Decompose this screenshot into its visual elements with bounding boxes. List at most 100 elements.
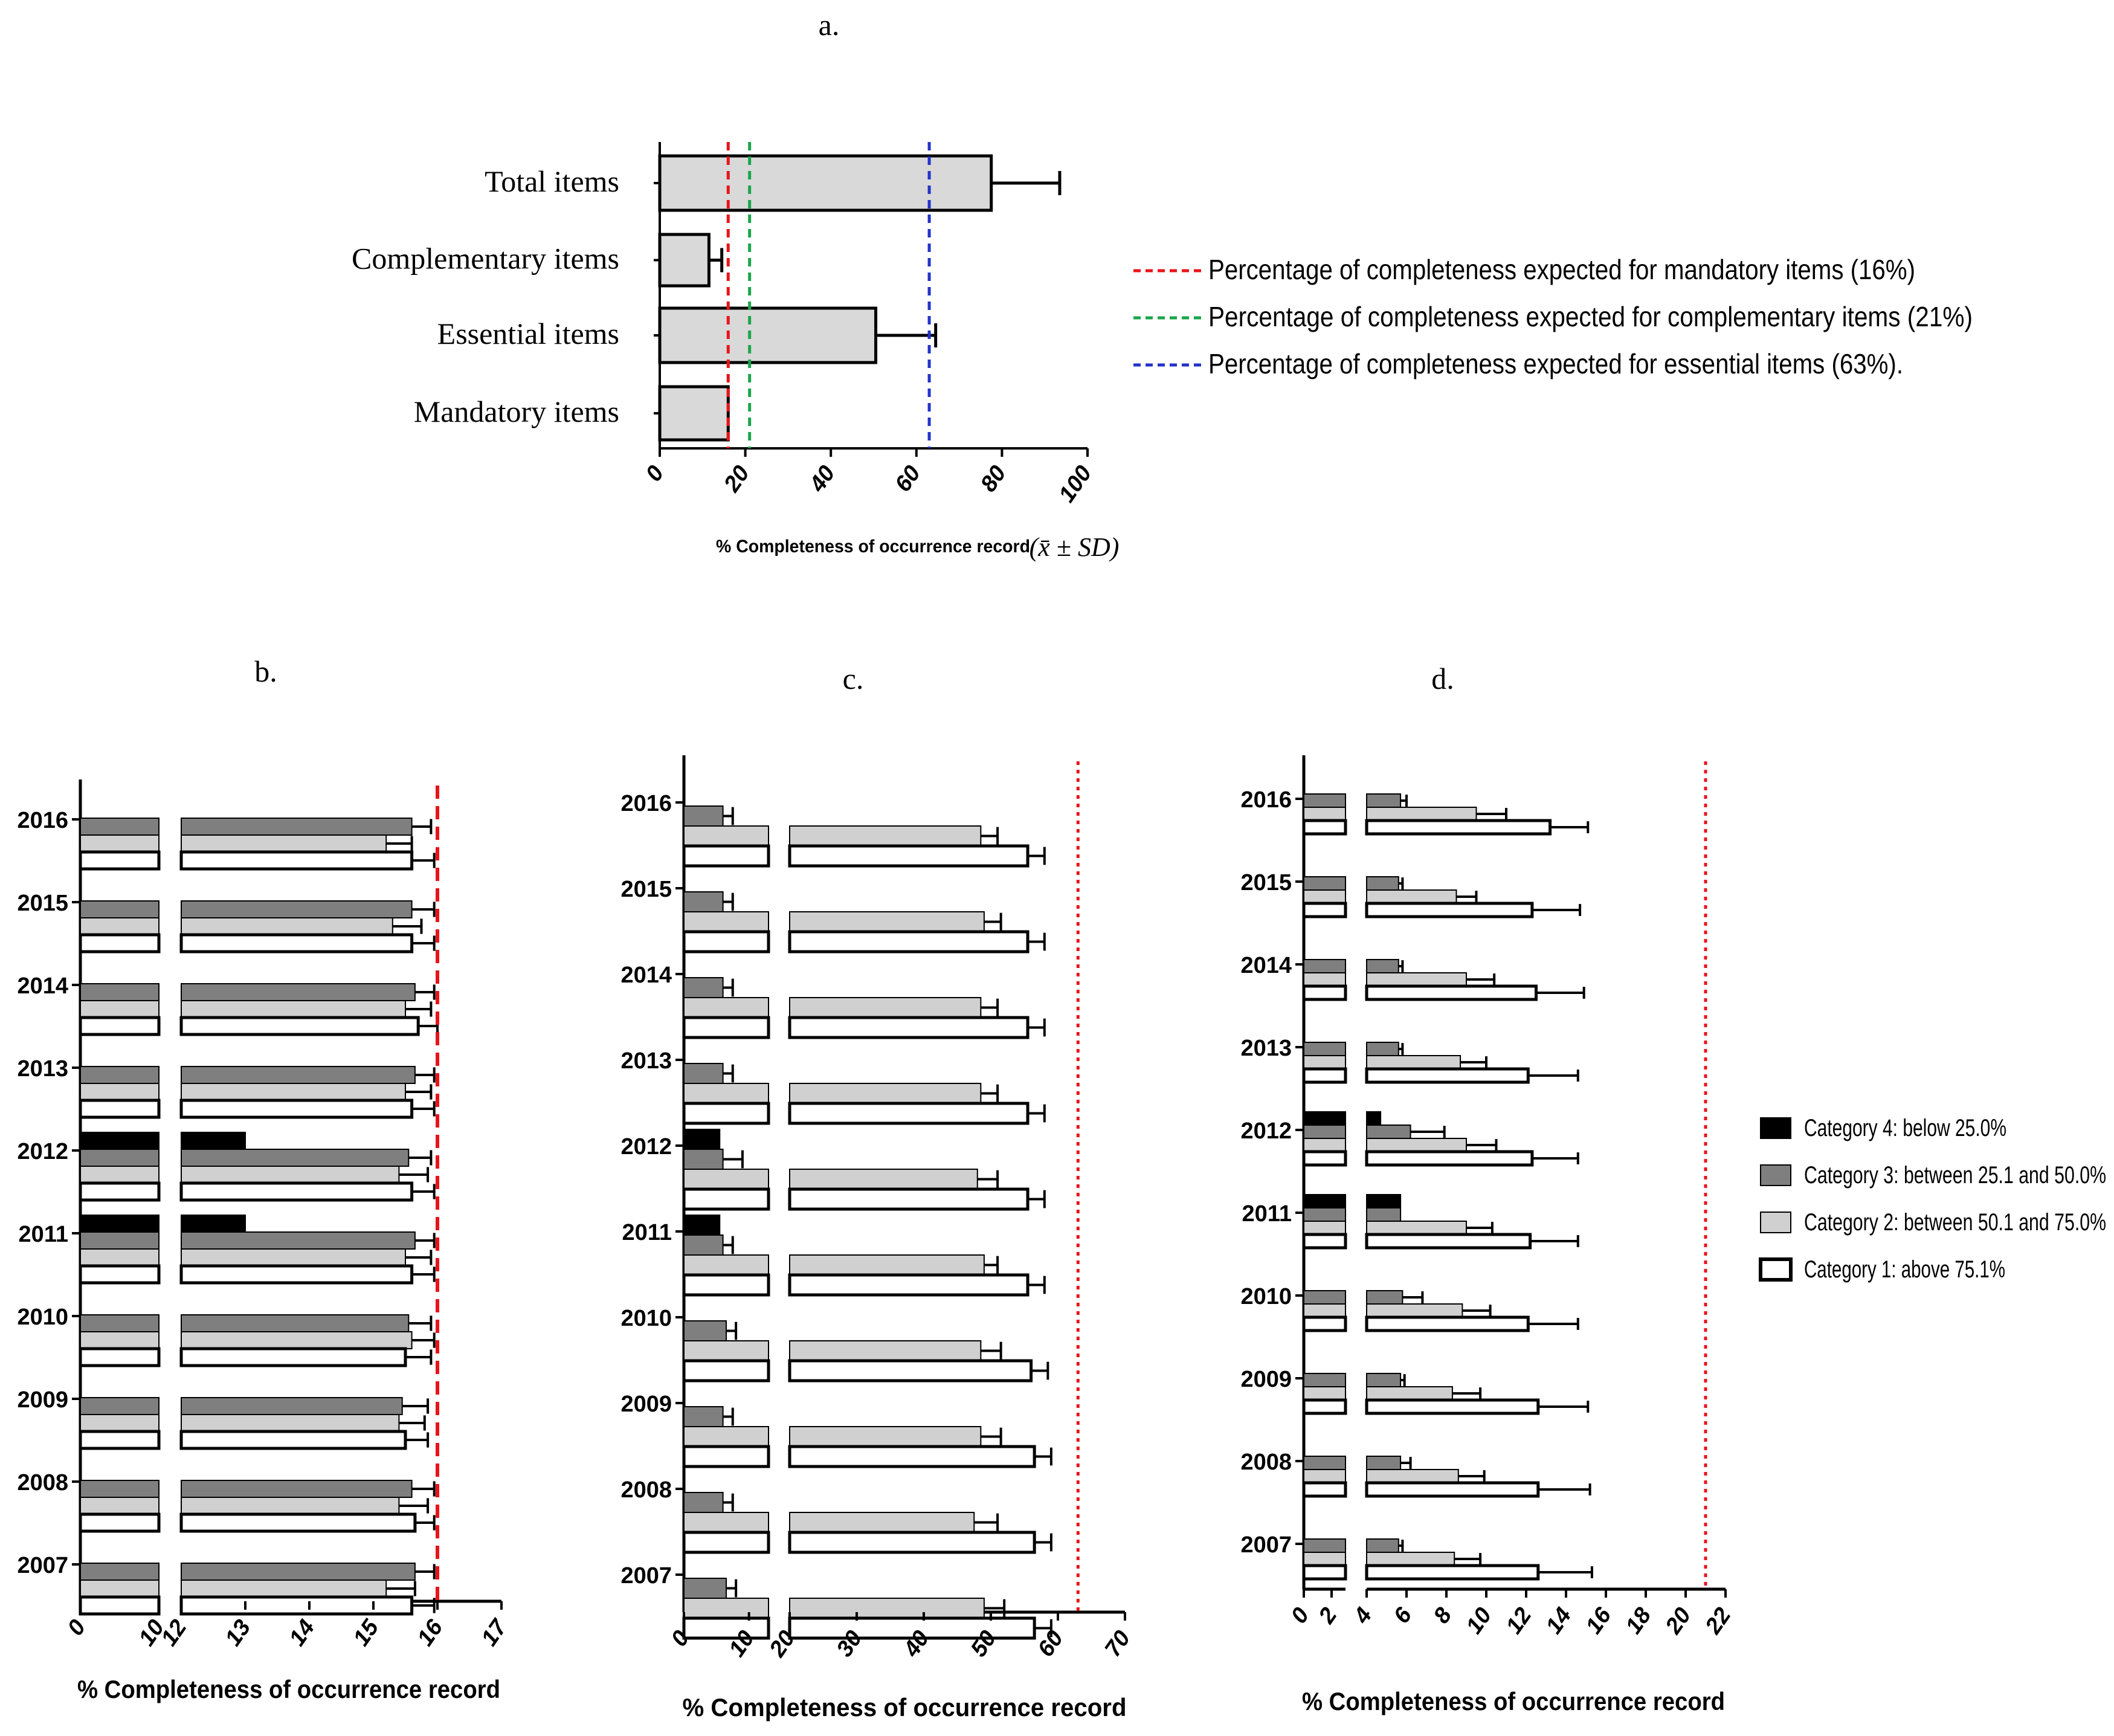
x-tick-label: 60	[1033, 1626, 1069, 1662]
bar-2016-cat1	[682, 844, 770, 868]
bar-2008-cat2	[789, 1512, 975, 1533]
bar-2013-cat3	[181, 1066, 416, 1084]
category-label: Complementary items	[352, 242, 619, 276]
bar-2015-cat1	[1365, 902, 1534, 918]
bar-2011-cat2	[80, 1248, 160, 1267]
bar-2012-cat4	[181, 1132, 246, 1150]
bar-2012-cat3	[181, 1149, 410, 1167]
bar-2011-cat2	[789, 1254, 985, 1276]
bar-2009-cat1	[1302, 1398, 1347, 1415]
year-label-2008: 2008	[17, 1470, 68, 1496]
panel-b-label: b.	[254, 654, 277, 688]
x-tick-label: 15	[349, 1615, 384, 1650]
bar-2007-cat2	[1366, 1552, 1455, 1566]
x-tick-label: 20	[719, 461, 755, 497]
x-axis-label: % Completeness of occurrence record	[77, 1675, 500, 1703]
bar-2009-cat2	[80, 1414, 160, 1432]
legend-label: Category 4: below 25.0%	[1804, 1115, 2006, 1141]
legend-swatch-cat4	[1760, 1117, 1791, 1139]
bar-2008-cat2	[1366, 1469, 1459, 1483]
bar-2011-cat2	[1366, 1221, 1467, 1235]
bar-2008-cat2	[683, 1512, 769, 1533]
bar-2014-cat2	[1366, 972, 1467, 987]
bar-2013-cat3	[1366, 1042, 1399, 1056]
bar-2010-cat2	[1366, 1303, 1463, 1318]
bar-2014-cat1	[788, 1016, 1030, 1039]
bar-2008-cat3	[1303, 1456, 1346, 1470]
bar-2014-cat3	[80, 983, 160, 1001]
bar-2009-cat1	[788, 1445, 1036, 1468]
bar-2012-cat1	[1365, 1150, 1534, 1167]
legend-swatch-cat2	[1760, 1212, 1791, 1233]
bar-2011-cat4	[80, 1215, 160, 1233]
bar-2014-cat1	[1302, 984, 1347, 1001]
bar-2014-cat1	[179, 1016, 420, 1036]
x-tick-label: 10	[1461, 1603, 1497, 1639]
bar-2009-cat2	[181, 1414, 400, 1432]
bar-2009-cat2	[1303, 1386, 1346, 1401]
year-label-2012: 2012	[1240, 1118, 1292, 1144]
year-label-2012: 2012	[17, 1139, 68, 1164]
panel-c-label: c.	[843, 662, 864, 695]
year-label-2008: 2008	[1240, 1450, 1292, 1475]
year-label-2011: 2011	[1242, 1201, 1292, 1227]
x-tick-label: 13	[221, 1615, 256, 1651]
bar-2012-cat3	[683, 1149, 724, 1170]
bar-2012-cat1	[788, 1187, 1030, 1211]
bar-2011-cat1	[1365, 1233, 1532, 1250]
year-label-2009: 2009	[620, 1392, 672, 1417]
bar-2008-cat3	[683, 1492, 724, 1513]
bar-2016-cat3	[181, 818, 413, 836]
bar-2013-cat2	[80, 1083, 160, 1101]
bar-2014-cat3	[683, 977, 724, 998]
year-label-2009: 2009	[1240, 1367, 1292, 1392]
bar-2015-cat3	[683, 891, 724, 912]
bar-2013-cat2	[1303, 1055, 1346, 1070]
x-tick-label: 20	[1660, 1603, 1696, 1639]
bar-2013-cat3	[80, 1066, 160, 1084]
panel-d-chart: 2016201520142013201220112010200920082007…	[1240, 755, 1736, 1715]
bar-2015-cat1	[788, 930, 1030, 954]
bar-2012-cat1	[179, 1181, 414, 1202]
bar-2016-cat1	[179, 850, 414, 871]
bar-2009-cat2	[789, 1426, 982, 1447]
bar-2014-cat2	[683, 997, 769, 1018]
bar-2009-cat1	[179, 1430, 407, 1450]
bar-2015-cat2	[181, 917, 393, 935]
year-label-2016: 2016	[1240, 787, 1292, 813]
bar-2016-cat1	[1302, 819, 1347, 836]
legend-text: Percentage of completeness expected for …	[1208, 301, 1973, 332]
bar-2012-cat4	[80, 1132, 160, 1150]
bar-2016-cat1	[788, 844, 1030, 868]
bar-2007-cat2	[181, 1580, 387, 1598]
bar-2015-cat1	[179, 933, 414, 954]
bar-2013-cat2	[789, 1083, 982, 1104]
bar-2015-cat1	[682, 930, 770, 954]
bar-2015-cat2	[683, 911, 769, 932]
bar-2012-cat2	[683, 1169, 769, 1190]
bar-2008-cat3	[1366, 1456, 1402, 1470]
x-tick-label: 40	[804, 461, 840, 497]
x-tick-label: 80	[976, 461, 1011, 497]
year-label-2010: 2010	[1240, 1284, 1292, 1309]
x-tick-label: 70	[1100, 1626, 1136, 1662]
bar-2009-cat1	[682, 1445, 770, 1468]
bar-2011-cat3	[1366, 1207, 1402, 1222]
bar-2014-cat2	[789, 997, 982, 1018]
bar-2011-cat1	[79, 1264, 161, 1285]
year-label-2007: 2007	[17, 1553, 68, 1578]
bar-2009-cat2	[1366, 1386, 1453, 1401]
x-tick-label: 60	[891, 461, 926, 497]
year-label-2014: 2014	[620, 963, 672, 988]
bar-2008-cat1	[682, 1531, 770, 1554]
bar-2010-cat1	[179, 1347, 407, 1367]
bar-2010-cat1	[1365, 1315, 1530, 1332]
x-axis-label: % Completeness of occurrence record	[1302, 1687, 1725, 1715]
year-label-2014: 2014	[17, 973, 68, 999]
category-label: Mandatory items	[414, 395, 619, 428]
bar-2016-cat2	[683, 825, 769, 847]
bar-0	[658, 154, 993, 212]
bar-2013-cat3	[683, 1063, 724, 1084]
bar-2007-cat1	[1302, 1564, 1347, 1581]
bar-2011-cat1	[788, 1273, 1030, 1297]
